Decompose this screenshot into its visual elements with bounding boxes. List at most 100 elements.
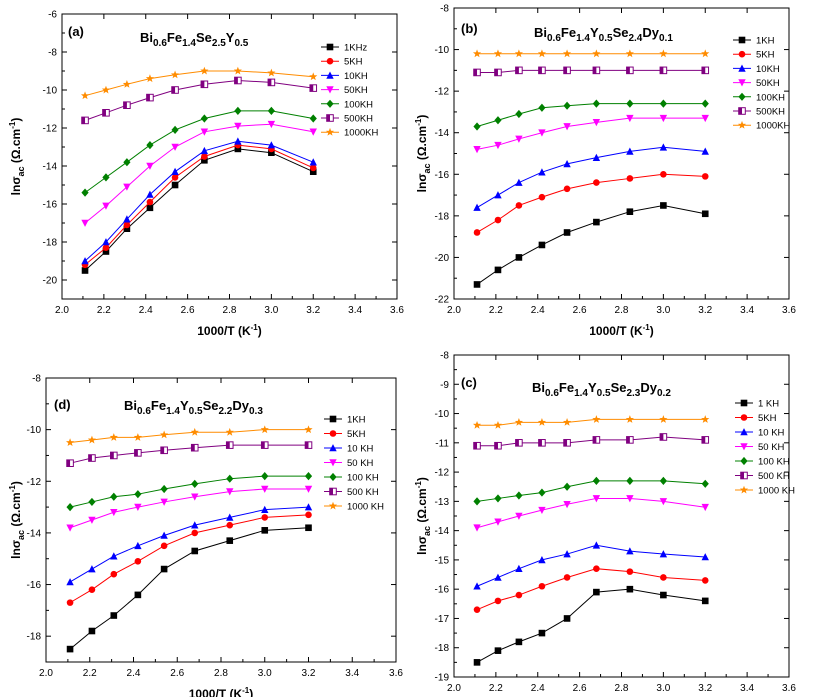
legend-entry: 10 KH — [324, 444, 374, 455]
marker-circle — [226, 521, 234, 529]
series-line — [476, 497, 706, 529]
legend-entry: 10KH — [321, 71, 368, 82]
marker-half-square — [473, 68, 481, 77]
legend-entry: 1000KH — [321, 128, 378, 139]
y-tick-label: -16 — [43, 200, 58, 211]
series-1000kh — [80, 66, 318, 100]
marker-half-square-fill — [309, 84, 314, 92]
series-line — [476, 204, 706, 285]
series-10kh — [81, 137, 317, 265]
y-tick-label: -8 — [440, 351, 449, 362]
marker-half-square-fill — [494, 442, 498, 450]
marker-diamond — [267, 106, 275, 115]
marker-triangle — [538, 556, 546, 564]
y-tick-label: -18 — [27, 632, 42, 643]
marker-circle — [538, 193, 546, 201]
marker-star — [472, 49, 482, 58]
marker-square — [515, 638, 523, 646]
legend-entry: 100KH — [733, 92, 785, 103]
marker-inverted-triangle — [88, 516, 96, 524]
marker-diamond — [309, 114, 317, 123]
marker-half-square-fill — [473, 69, 478, 76]
marker-inverted-triangle — [81, 219, 89, 227]
marker-half-square-fill — [329, 488, 333, 495]
marker-square — [160, 565, 168, 573]
marker-inverted-triangle — [102, 202, 110, 210]
marker-half-square-fill — [660, 433, 664, 441]
marker-star — [145, 74, 155, 83]
chart-title: Bi0.6Fe1.4Y0.5Se2.4Dy0.1 — [534, 25, 673, 44]
marker-star — [659, 49, 668, 58]
marker-circle — [473, 229, 481, 236]
x-tick-label: 2.8 — [615, 683, 629, 694]
marker-circle — [309, 164, 317, 172]
marker-inverted-triangle — [110, 508, 118, 517]
marker-star — [328, 501, 338, 510]
legend-entry: 1KH — [324, 415, 366, 426]
marker-diamond — [701, 99, 709, 108]
marker-triangle — [738, 64, 746, 72]
marker-diamond — [659, 476, 667, 485]
marker-circle — [201, 153, 208, 160]
marker-inverted-triangle — [592, 119, 601, 127]
marker-half-square — [329, 487, 337, 496]
series-1kh — [473, 202, 709, 288]
marker-inverted-triangle — [494, 518, 502, 526]
marker-square — [593, 588, 600, 596]
marker-half-square — [494, 441, 502, 450]
marker-circle — [494, 216, 502, 224]
marker-half-square — [110, 451, 118, 460]
series-500kh — [473, 433, 710, 450]
legend-entry: 50 KH — [735, 442, 785, 453]
marker-circle — [261, 514, 269, 521]
y-tick-label: -18 — [435, 643, 450, 654]
marker-half-square — [234, 76, 242, 85]
marker-star — [537, 49, 547, 58]
marker-half-square-fill — [66, 459, 71, 467]
series-1000kh — [472, 49, 710, 58]
marker-half-square-fill — [738, 107, 742, 115]
marker-star — [260, 425, 269, 434]
legend-entry: 1000 KH — [324, 502, 384, 513]
marker-star — [304, 425, 313, 434]
marker-half-square-fill — [740, 472, 744, 479]
legend-entry: 100 KH — [324, 473, 379, 484]
marker-triangle — [304, 503, 313, 511]
y-tick-label: -10 — [27, 425, 42, 436]
y-tick-label: -15 — [435, 555, 450, 566]
series-line — [476, 568, 706, 611]
marker-star — [200, 66, 209, 75]
marker-half-square-fill — [191, 444, 195, 452]
marker-square — [515, 254, 523, 261]
marker-half-square — [494, 68, 502, 77]
x-tick-label: 3.4 — [740, 683, 754, 694]
y-tick-label: -16 — [27, 580, 42, 591]
y-tick-label: -16 — [435, 170, 450, 181]
marker-star — [514, 418, 523, 426]
marker-star — [472, 420, 482, 429]
x-axis-label: 1000/T (K-1) — [589, 323, 653, 338]
marker-diamond — [538, 488, 546, 497]
y-tick-label: -8 — [440, 4, 449, 15]
marker-triangle — [494, 191, 502, 199]
marker-square — [123, 225, 131, 232]
marker-diamond — [494, 116, 502, 125]
plot-frame — [45, 377, 397, 663]
marker-circle — [494, 597, 502, 605]
legend-entry: 500KH — [733, 107, 785, 118]
marker-star — [737, 120, 747, 129]
marker-circle — [515, 202, 523, 209]
marker-circle — [123, 221, 131, 229]
marker-square — [563, 229, 571, 236]
marker-star — [190, 427, 199, 436]
marker-inverted-triangle — [659, 114, 668, 123]
y-tick-label: -22 — [435, 295, 450, 306]
series-line — [477, 436, 706, 447]
marker-square — [226, 537, 234, 544]
marker-half-square-fill — [201, 81, 205, 88]
y-tick-label: -12 — [27, 477, 42, 488]
marker-square — [305, 524, 312, 532]
marker-half-square-fill — [538, 67, 542, 74]
legend-label: 1000KH — [344, 128, 378, 139]
marker-inverted-triangle — [740, 443, 748, 451]
